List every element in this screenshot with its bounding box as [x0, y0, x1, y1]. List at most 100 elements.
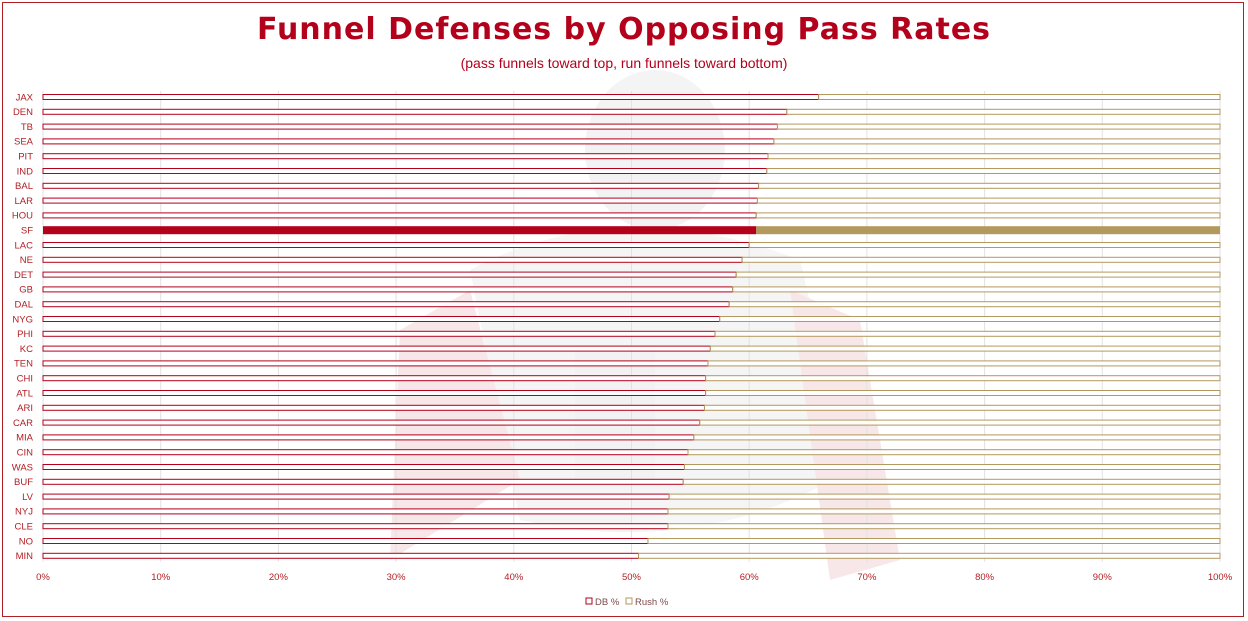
- x-tick-label: 10%: [151, 572, 171, 583]
- x-tick-label: 50%: [622, 572, 642, 583]
- category-label: TB: [21, 122, 33, 133]
- bar-db: [42, 301, 730, 308]
- x-tick-label: 20%: [269, 572, 289, 583]
- bar-rush: [709, 345, 1221, 352]
- bar-db: [42, 404, 705, 411]
- bar-db: [42, 123, 778, 130]
- bar-db: [42, 256, 743, 263]
- bar-db: [42, 345, 711, 352]
- bar-db: [42, 182, 760, 189]
- x-axis-ticks: 0% 10% 20% 30% 40% 50% 60% 70% 80% 90% 100%: [36, 572, 1233, 583]
- x-tick-label: 30%: [387, 572, 407, 583]
- category-label: GB: [19, 285, 33, 296]
- legend-swatch: [625, 597, 633, 605]
- bar-db: [42, 94, 820, 100]
- bar-db: [42, 286, 734, 293]
- bar-db: [42, 330, 716, 337]
- category-label: MIA: [16, 433, 34, 444]
- category-label: BUF: [14, 477, 33, 488]
- gridlines: [42, 91, 1221, 562]
- bar-rush: [776, 123, 1221, 130]
- bar-rush: [766, 168, 1221, 174]
- bar-rush: [668, 493, 1221, 500]
- bar-rush: [748, 242, 1221, 248]
- category-label: MIN: [16, 551, 34, 562]
- watermark: [390, 70, 900, 580]
- category-label: LV: [22, 492, 34, 503]
- bar-rush: [719, 316, 1221, 322]
- category-label: ATL: [16, 388, 33, 399]
- legend-swatch: [585, 597, 593, 605]
- category-label: NYG: [12, 314, 33, 325]
- bar-rush: [683, 464, 1221, 470]
- category-label: DEN: [13, 107, 33, 118]
- category-label: ARI: [17, 403, 33, 414]
- category-label: NE: [20, 255, 33, 266]
- bar-db: [42, 316, 721, 322]
- category-label: HOU: [12, 211, 33, 222]
- bar-rush: [741, 256, 1221, 263]
- bar-rush: [735, 271, 1221, 278]
- category-label: WAS: [12, 462, 33, 473]
- bar-db: [42, 138, 775, 145]
- chart-title: Funnel Defenses by Opposing Pass Rates: [256, 12, 992, 47]
- bar-rush: [714, 330, 1221, 337]
- bar-db: [42, 108, 788, 115]
- bar-rush: [687, 449, 1221, 456]
- category-label: PIT: [18, 152, 33, 163]
- category-label: TEN: [14, 359, 33, 370]
- category-label: BAL: [15, 181, 33, 192]
- bar-rush: [693, 434, 1221, 441]
- bar-db: [42, 419, 701, 426]
- bar-db: [42, 375, 707, 382]
- category-label: JAX: [16, 92, 34, 103]
- bar-rush: [728, 301, 1221, 308]
- category-label: NO: [19, 536, 33, 547]
- category-label: CAR: [13, 418, 33, 429]
- bar-db: [42, 242, 750, 248]
- bar-db: [42, 212, 757, 219]
- bar-db: [42, 449, 689, 456]
- bar-db: [42, 493, 670, 500]
- bar-rush: [767, 153, 1221, 160]
- category-label: PHI: [17, 329, 33, 340]
- bar-db: [42, 523, 669, 530]
- category-label: LAR: [15, 196, 34, 207]
- x-tick-label: 90%: [1093, 572, 1113, 583]
- category-label: CIN: [17, 448, 34, 459]
- bar-rush: [756, 197, 1221, 204]
- bar-db: [42, 360, 709, 367]
- bar-rush: [773, 138, 1221, 145]
- bar-rush: [707, 360, 1221, 367]
- category-label: DAL: [15, 300, 33, 311]
- bar-db: [42, 153, 769, 160]
- x-tick-label: 80%: [975, 572, 995, 583]
- bar-rush: [705, 390, 1221, 396]
- category-label: NYJ: [15, 507, 33, 518]
- x-tick-label: 60%: [740, 572, 760, 583]
- bar-rush: [699, 419, 1221, 426]
- bar-rush: [703, 404, 1221, 411]
- category-label: CHI: [17, 374, 33, 385]
- x-tick-label: 100%: [1208, 572, 1233, 583]
- bar-db: [42, 478, 684, 485]
- bar-db: [42, 168, 768, 174]
- legend-label: DB %: [595, 597, 620, 608]
- bar-rush: [818, 94, 1221, 100]
- bar-rush: [682, 478, 1221, 485]
- category-labels: JAX DEN TB SEA PIT IND BAL LAR HOU SF LAC NE DET GB DA…: [12, 92, 34, 562]
- bar-db: [42, 271, 737, 278]
- category-label: IND: [17, 166, 34, 177]
- bar-rush: [758, 182, 1221, 189]
- category-label: SF: [21, 226, 33, 237]
- bar-rush: [638, 552, 1221, 559]
- category-label: KC: [20, 344, 33, 355]
- bar-rush: [667, 508, 1221, 515]
- bar-rush: [705, 375, 1221, 382]
- bar-rush: [667, 523, 1221, 530]
- bar-rush: [647, 538, 1221, 544]
- category-label: CLE: [15, 522, 33, 533]
- bars: [42, 94, 1221, 559]
- x-tick-label: 40%: [504, 572, 524, 583]
